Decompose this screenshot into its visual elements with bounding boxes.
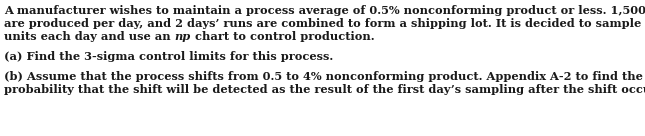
Text: (b) Assume that the process shifts from 0.5 to 4% nonconforming product. Appendi: (b) Assume that the process shifts from … — [4, 71, 643, 82]
Text: probability that the shift will be detected as the result of the first day’s sam: probability that the shift will be detec… — [4, 84, 645, 95]
Text: (a) Find the 3-sigma control limits for this process.: (a) Find the 3-sigma control limits for … — [4, 51, 333, 62]
Text: are produced per day, and 2 days’ runs are combined to form a shipping lot. It i: are produced per day, and 2 days’ runs a… — [4, 18, 645, 29]
Text: chart to control production.: chart to control production. — [191, 31, 375, 42]
Text: A manufacturer wishes to maintain a process average of 0.5% nonconforming produc: A manufacturer wishes to maintain a proc… — [4, 5, 645, 16]
Text: np: np — [175, 31, 191, 42]
Text: units each day and use an: units each day and use an — [4, 31, 175, 42]
